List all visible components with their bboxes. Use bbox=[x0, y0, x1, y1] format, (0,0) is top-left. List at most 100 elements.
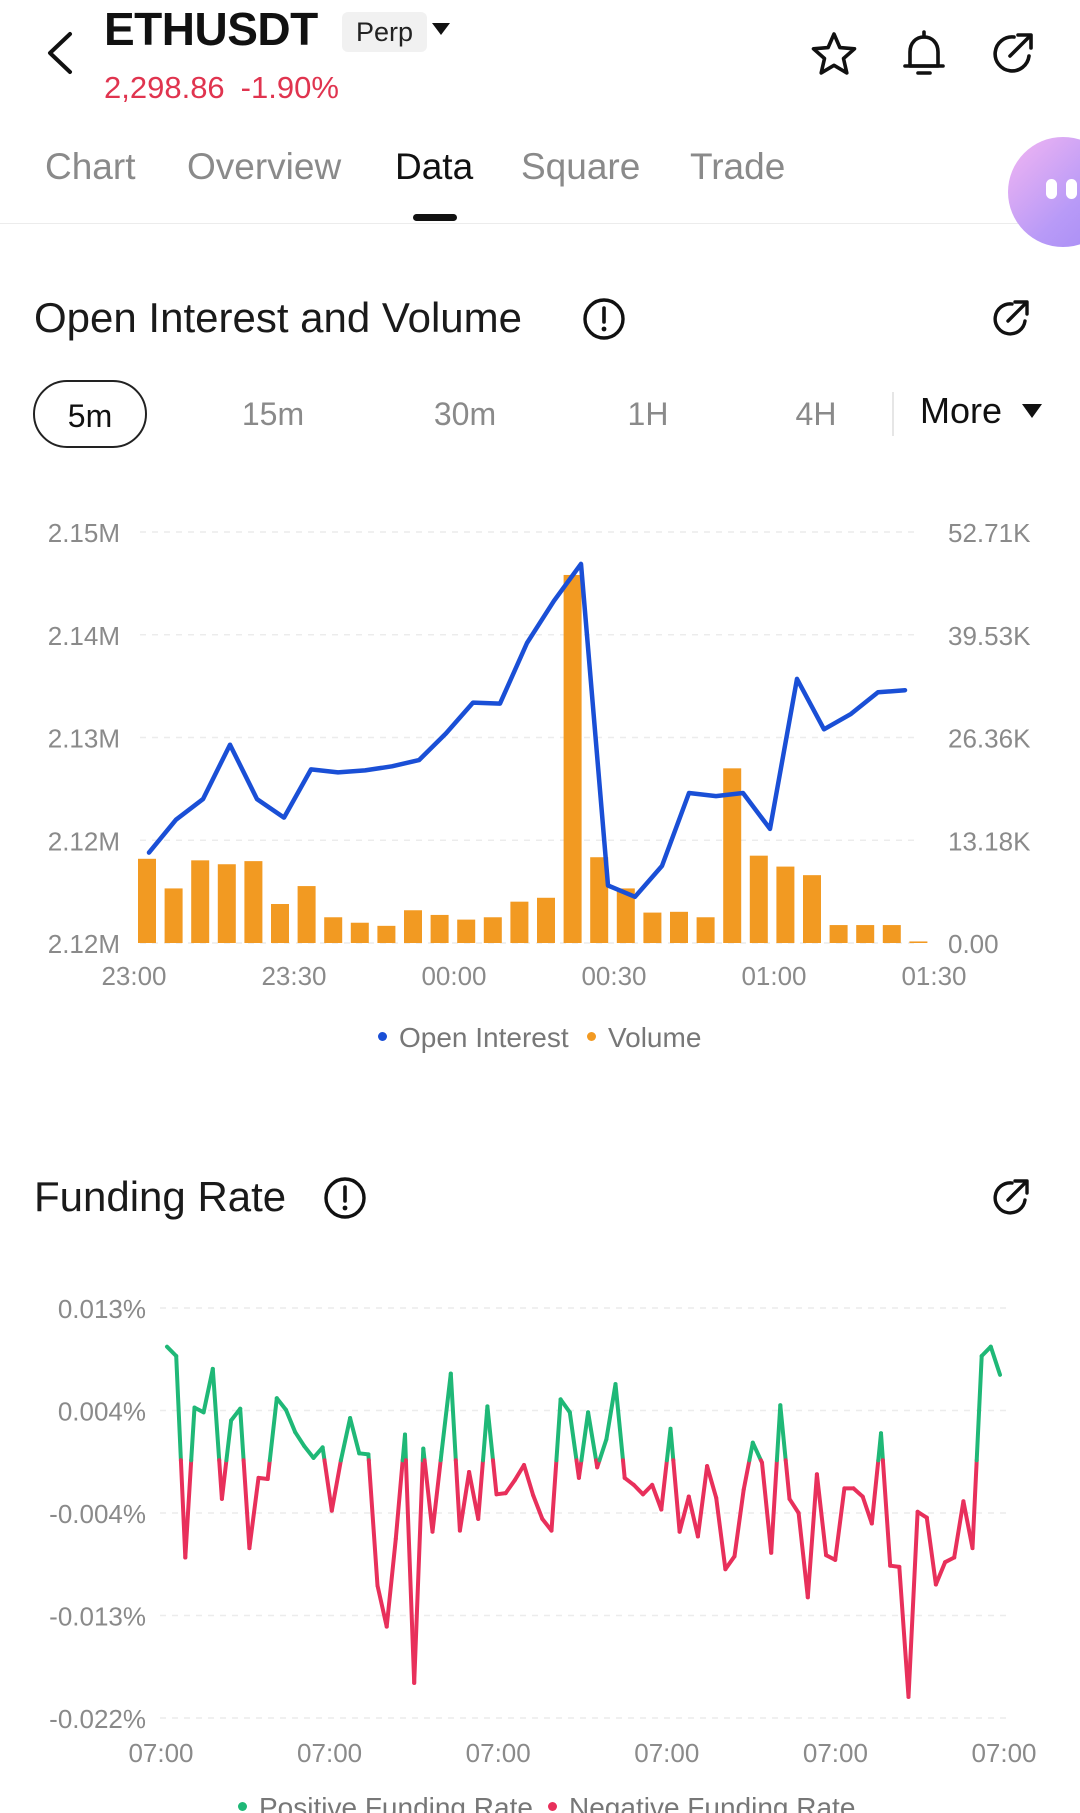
caret-down-icon[interactable] bbox=[1022, 404, 1042, 418]
share-icon[interactable] bbox=[988, 1176, 1032, 1220]
legend-positive-funding[interactable]: Positive Funding Rate bbox=[238, 1792, 533, 1813]
legend-negative-funding[interactable]: Negative Funding Rate bbox=[548, 1792, 855, 1813]
funding-section-title: Funding Rate bbox=[34, 1173, 287, 1220]
negative-funding-segment bbox=[787, 1496, 801, 1515]
share-icon[interactable] bbox=[986, 28, 1038, 80]
volume-bar bbox=[829, 925, 848, 943]
share-icon[interactable] bbox=[988, 297, 1032, 341]
positive-funding-segment bbox=[189, 1405, 197, 1463]
y-tick-label: -0.022% bbox=[49, 1704, 146, 1734]
info-icon[interactable] bbox=[582, 297, 626, 341]
legend-dot-negative bbox=[548, 1802, 557, 1812]
bot-eye bbox=[1046, 179, 1057, 199]
volume-bar bbox=[882, 925, 901, 943]
negative-funding-segment bbox=[476, 1458, 485, 1521]
x-tick-label: 07:00 bbox=[803, 1738, 868, 1768]
negative-funding-segment bbox=[723, 1554, 737, 1572]
legend-volume[interactable]: Volume bbox=[587, 1022, 701, 1054]
volume-bar bbox=[510, 901, 529, 943]
positive-funding-segment bbox=[238, 1406, 246, 1463]
positive-funding-segment bbox=[778, 1403, 788, 1463]
negative-funding-segment bbox=[576, 1458, 584, 1480]
symbol-title[interactable]: ETHUSDT bbox=[104, 3, 318, 55]
y-tick-label: -0.013% bbox=[49, 1602, 146, 1632]
price-change-pct: -1.90% bbox=[240, 70, 339, 105]
negative-funding-segment bbox=[467, 1470, 481, 1521]
volume-bar bbox=[430, 914, 449, 943]
oi-chart-legend: Open Interest Volume bbox=[0, 1022, 1080, 1062]
period-1h[interactable]: 1H bbox=[627, 396, 669, 432]
x-tick-label: 00:30 bbox=[581, 961, 646, 991]
more-periods-button[interactable]: More bbox=[920, 390, 1003, 431]
negative-funding-segment bbox=[805, 1472, 819, 1600]
y-right-tick-label: 26.36K bbox=[948, 724, 1031, 754]
volume-bar bbox=[244, 861, 263, 943]
volume-bar bbox=[457, 919, 476, 943]
positive-funding-segment bbox=[668, 1426, 676, 1463]
negative-funding-segment bbox=[741, 1458, 752, 1492]
tab-trade[interactable]: Trade bbox=[690, 146, 786, 187]
positive-funding-segment bbox=[201, 1366, 215, 1415]
price-row: 2,298.86 -1.90% bbox=[104, 70, 339, 106]
tab-chart[interactable]: Chart bbox=[45, 146, 136, 187]
legend-open-interest[interactable]: Open Interest bbox=[378, 1022, 569, 1054]
x-tick-label: 07:00 bbox=[971, 1738, 1036, 1768]
positive-funding-segment bbox=[579, 1410, 591, 1463]
y-tick-label: 0.004% bbox=[58, 1397, 146, 1427]
negative-funding-segment bbox=[503, 1478, 517, 1496]
negative-funding-segment bbox=[453, 1458, 462, 1533]
volume-bar bbox=[909, 941, 928, 943]
negative-funding-segment bbox=[422, 1458, 435, 1534]
volume-bar bbox=[537, 897, 555, 943]
y-left-tick-label: 2.13M bbox=[48, 724, 120, 754]
bell-icon[interactable] bbox=[898, 28, 950, 80]
contract-type-badge[interactable]: Perp bbox=[342, 12, 428, 52]
open-interest-line bbox=[146, 561, 908, 900]
x-tick-label: 07:00 bbox=[634, 1738, 699, 1768]
volume-bar bbox=[670, 911, 688, 943]
tab-data[interactable]: Data bbox=[395, 146, 474, 187]
positive-funding-segment bbox=[174, 1354, 183, 1463]
negative-funding-segment bbox=[375, 1583, 389, 1629]
negative-funding-segment bbox=[760, 1460, 774, 1555]
star-icon[interactable] bbox=[808, 28, 860, 80]
x-tick-label: 01:00 bbox=[741, 961, 806, 991]
tab-overview[interactable]: Overview bbox=[187, 146, 342, 187]
period-4h[interactable]: 4H bbox=[795, 396, 837, 432]
positive-funding-segment bbox=[567, 1410, 579, 1463]
back-chevron-icon[interactable] bbox=[40, 28, 80, 78]
caret-down-icon[interactable] bbox=[432, 23, 450, 35]
x-tick-label: 07:00 bbox=[466, 1738, 531, 1768]
info-icon[interactable] bbox=[323, 1176, 367, 1220]
negative-funding-segment bbox=[924, 1515, 938, 1587]
negative-funding-segment bbox=[695, 1464, 710, 1539]
x-tick-label: 07:00 bbox=[128, 1738, 193, 1768]
volume-bar bbox=[271, 904, 289, 943]
period-15m[interactable]: 15m bbox=[241, 396, 305, 432]
legend-label: Negative Funding Rate bbox=[569, 1792, 856, 1813]
negative-funding-segment bbox=[732, 1487, 746, 1559]
open-interest-volume-chart: 2.15M 52.71K 2.14M 39.53K 2.13M 26.36K 2.12M 13… bbox=[48, 518, 1031, 991]
y-right-tick-label: 39.53K bbox=[948, 621, 1031, 651]
volume-bar bbox=[643, 912, 662, 943]
positive-funding-segment bbox=[448, 1371, 458, 1463]
tab-square[interactable]: Square bbox=[521, 146, 641, 187]
negative-funding-segment bbox=[906, 1509, 920, 1699]
y-right-tick-label: 0.00 bbox=[948, 929, 999, 959]
bot-eye bbox=[1066, 179, 1077, 199]
positive-funding-segment bbox=[974, 1354, 984, 1463]
volume-bar bbox=[377, 925, 396, 943]
positive-funding-segment bbox=[284, 1407, 298, 1435]
negative-funding-segment bbox=[412, 1458, 425, 1685]
positive-funding-segment bbox=[586, 1410, 599, 1463]
x-tick-label: 23:00 bbox=[101, 961, 166, 991]
negative-funding-segment bbox=[403, 1458, 417, 1685]
negative-funding-segment bbox=[241, 1458, 252, 1551]
negative-funding-segment bbox=[833, 1486, 847, 1562]
positive-funding-segment bbox=[597, 1437, 609, 1463]
period-5m[interactable]: 5m bbox=[33, 380, 147, 448]
active-tab-indicator bbox=[413, 214, 457, 221]
positive-funding-segment bbox=[750, 1440, 763, 1463]
positive-funding-segment bbox=[210, 1366, 222, 1463]
period-30m[interactable]: 30m bbox=[433, 396, 497, 432]
